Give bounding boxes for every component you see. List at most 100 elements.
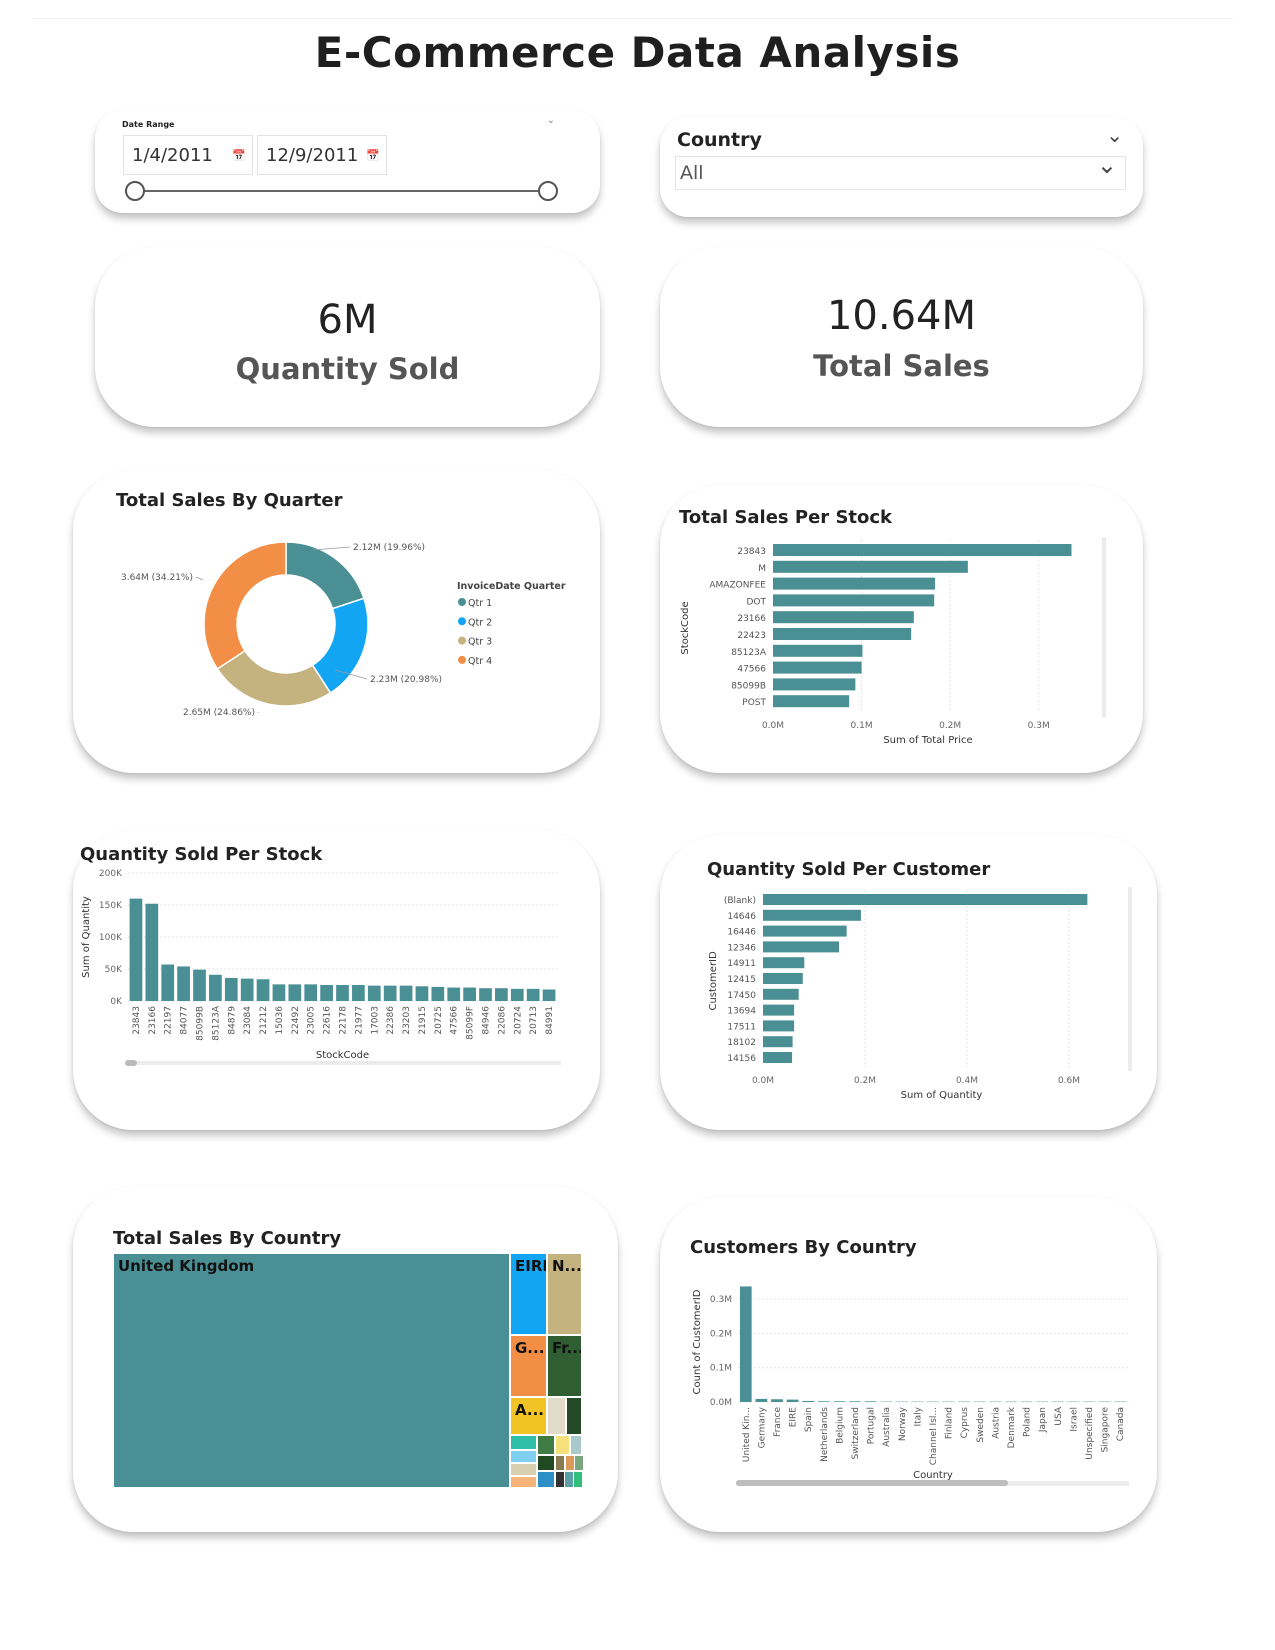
bar <box>383 985 397 1001</box>
sales-by-quarter-title: Total Sales By Quarter <box>116 490 343 511</box>
y-tick-label: 14911 <box>727 959 756 969</box>
x-tick-label: Belgium <box>835 1407 845 1444</box>
y-tick-label: AMAZONFEE <box>709 581 766 591</box>
treemap-tile-united-kingdom[interactable]: United Kingdom <box>113 1253 510 1488</box>
y-tick-label: 0.3M <box>710 1295 732 1305</box>
treemap-tile[interactable] <box>555 1435 570 1455</box>
x-tick-label: Netherlands <box>820 1407 830 1462</box>
horizontal-scrollbar-thumb[interactable] <box>125 1060 137 1066</box>
y-tick-label: 12346 <box>727 943 756 953</box>
treemap-tile[interactable] <box>537 1455 555 1471</box>
date-slider-end-handle[interactable] <box>538 181 558 201</box>
bar <box>145 903 159 1001</box>
horizontal-scrollbar-thumb[interactable] <box>736 1480 1008 1486</box>
start-date-input[interactable]: 1/4/2011 📅 <box>123 135 253 175</box>
x-tick-label: 23005 <box>307 1006 317 1035</box>
sales-per-stock-card: Total Sales Per Stock 0.0M 0.1M 0.2M 0.3M 23… <box>660 485 1143 773</box>
x-tick-label: Germany <box>757 1406 767 1448</box>
x-tick-label: USA <box>1054 1406 1064 1425</box>
vertical-scrollbar[interactable] <box>1102 537 1106 717</box>
treemap-tile[interactable] <box>570 1435 582 1455</box>
treemap-tile-netherlands[interactable]: N... <box>547 1253 582 1335</box>
donut-leader-line <box>195 576 204 581</box>
sales-by-country-title: Total Sales By Country <box>113 1228 342 1249</box>
x-tick-label: 22616 <box>323 1006 333 1035</box>
bar <box>763 925 847 937</box>
treemap-tile[interactable] <box>555 1455 565 1471</box>
horizontal-scrollbar[interactable] <box>125 1061 561 1065</box>
sales-per-stock-chart: 0.0M 0.1M 0.2M 0.3M 23843 M AMAZONFEE DOT 23166 2… <box>680 540 1072 746</box>
treemap-tile[interactable] <box>510 1463 537 1476</box>
y-axis-label: Sum of Quantity <box>81 896 92 978</box>
x-tick-label: 47566 <box>450 1006 460 1035</box>
end-date-input[interactable]: 12/9/2011 📅 <box>257 135 387 175</box>
x-tick-label: United Kin... <box>742 1407 752 1462</box>
bar <box>763 909 861 921</box>
bar <box>304 984 318 1001</box>
treemap-tile[interactable] <box>537 1435 555 1455</box>
x-tick-label: 0.1M <box>851 721 873 731</box>
legend-marker <box>458 598 466 606</box>
y-tick-label: (Blank) <box>724 896 756 906</box>
treemap-tile-eire[interactable]: EIRE <box>510 1253 547 1335</box>
sales-per-stock-title: Total Sales Per Stock <box>679 507 893 528</box>
bar <box>773 611 914 624</box>
bar <box>288 984 302 1001</box>
treemap-tile-france[interactable]: Fr... <box>547 1335 582 1397</box>
quantity-sold-value: 6M <box>317 297 378 343</box>
bar <box>763 1036 793 1048</box>
bar <box>771 1399 783 1402</box>
x-tick-label: 20725 <box>434 1006 444 1035</box>
treemap-tile[interactable] <box>566 1397 582 1435</box>
x-tick-label: Portugal <box>867 1407 877 1444</box>
y-tick-label: 13694 <box>727 1007 756 1017</box>
quantity-per-stock-chart: 0K 50K 100K 150K 200K 23843 23166 22197 84077 850… <box>81 869 557 1061</box>
x-tick-label: 22086 <box>497 1006 507 1035</box>
country-dropdown[interactable]: All ⌄ <box>675 151 1126 190</box>
bar <box>763 957 805 969</box>
y-tick-label: 14156 <box>727 1054 756 1064</box>
x-tick-label: 23843 <box>132 1006 142 1035</box>
country-slicer[interactable]: Country ⌄ All ⌄ <box>660 117 1143 217</box>
vertical-scrollbar[interactable] <box>1128 887 1132 1071</box>
bar <box>256 979 270 1001</box>
bar <box>849 1401 861 1402</box>
treemap-tile[interactable] <box>510 1450 537 1463</box>
bar <box>773 644 863 657</box>
x-axis-label: Sum of Total Price <box>883 735 972 746</box>
bar <box>320 985 333 1001</box>
y-tick-label: 0.0M <box>710 1398 732 1408</box>
chevron-down-icon[interactable]: ⌄ <box>1096 151 1117 179</box>
bar <box>773 544 1072 556</box>
quantity-per-customer-card: Quantity Sold Per Customer 0.0M 0.2M 0.4M 0… <box>660 835 1157 1130</box>
page-title: E-Commerce Data Analysis <box>314 28 961 77</box>
calendar-icon[interactable]: 📅 <box>232 149 246 162</box>
treemap-tile[interactable] <box>574 1455 584 1471</box>
quantity-per-stock-title: Quantity Sold Per Stock <box>80 844 323 865</box>
calendar-icon[interactable]: 📅 <box>366 149 380 162</box>
treemap-tile[interactable] <box>547 1397 566 1435</box>
date-slider-track[interactable] <box>135 190 549 192</box>
chevron-down-icon[interactable]: ⌄ <box>1106 123 1123 147</box>
y-tick-label: DOT <box>746 597 766 607</box>
treemap-tile[interactable] <box>510 1476 537 1488</box>
bar <box>864 1401 877 1402</box>
date-slider-start-handle[interactable] <box>125 181 145 201</box>
x-tick-label: 21212 <box>259 1006 269 1035</box>
y-tick-label: 50K <box>105 965 123 975</box>
treemap-tile[interactable] <box>510 1435 537 1450</box>
treemap-tile[interactable] <box>537 1471 555 1488</box>
bar <box>773 560 968 573</box>
treemap-tile[interactable] <box>573 1471 583 1488</box>
date-range-slicer[interactable]: Date Range ⌄ 1/4/2011 📅 12/9/2011 📅 <box>95 110 600 213</box>
total-sales-card: 10.64M Total Sales <box>660 247 1143 427</box>
chevron-down-icon[interactable]: ⌄ <box>546 115 555 126</box>
x-tick-label: 23203 <box>402 1006 412 1035</box>
y-tick-label: 22423 <box>737 631 766 641</box>
bar <box>542 989 556 1001</box>
x-tick-label: 0.0M <box>762 721 784 731</box>
bar <box>763 1020 795 1032</box>
treemap-tile-australia[interactable]: A... <box>510 1397 547 1435</box>
donut-data-label: 2.12M (19.96%) <box>353 543 425 553</box>
treemap-tile-germany[interactable]: G... <box>510 1335 547 1397</box>
